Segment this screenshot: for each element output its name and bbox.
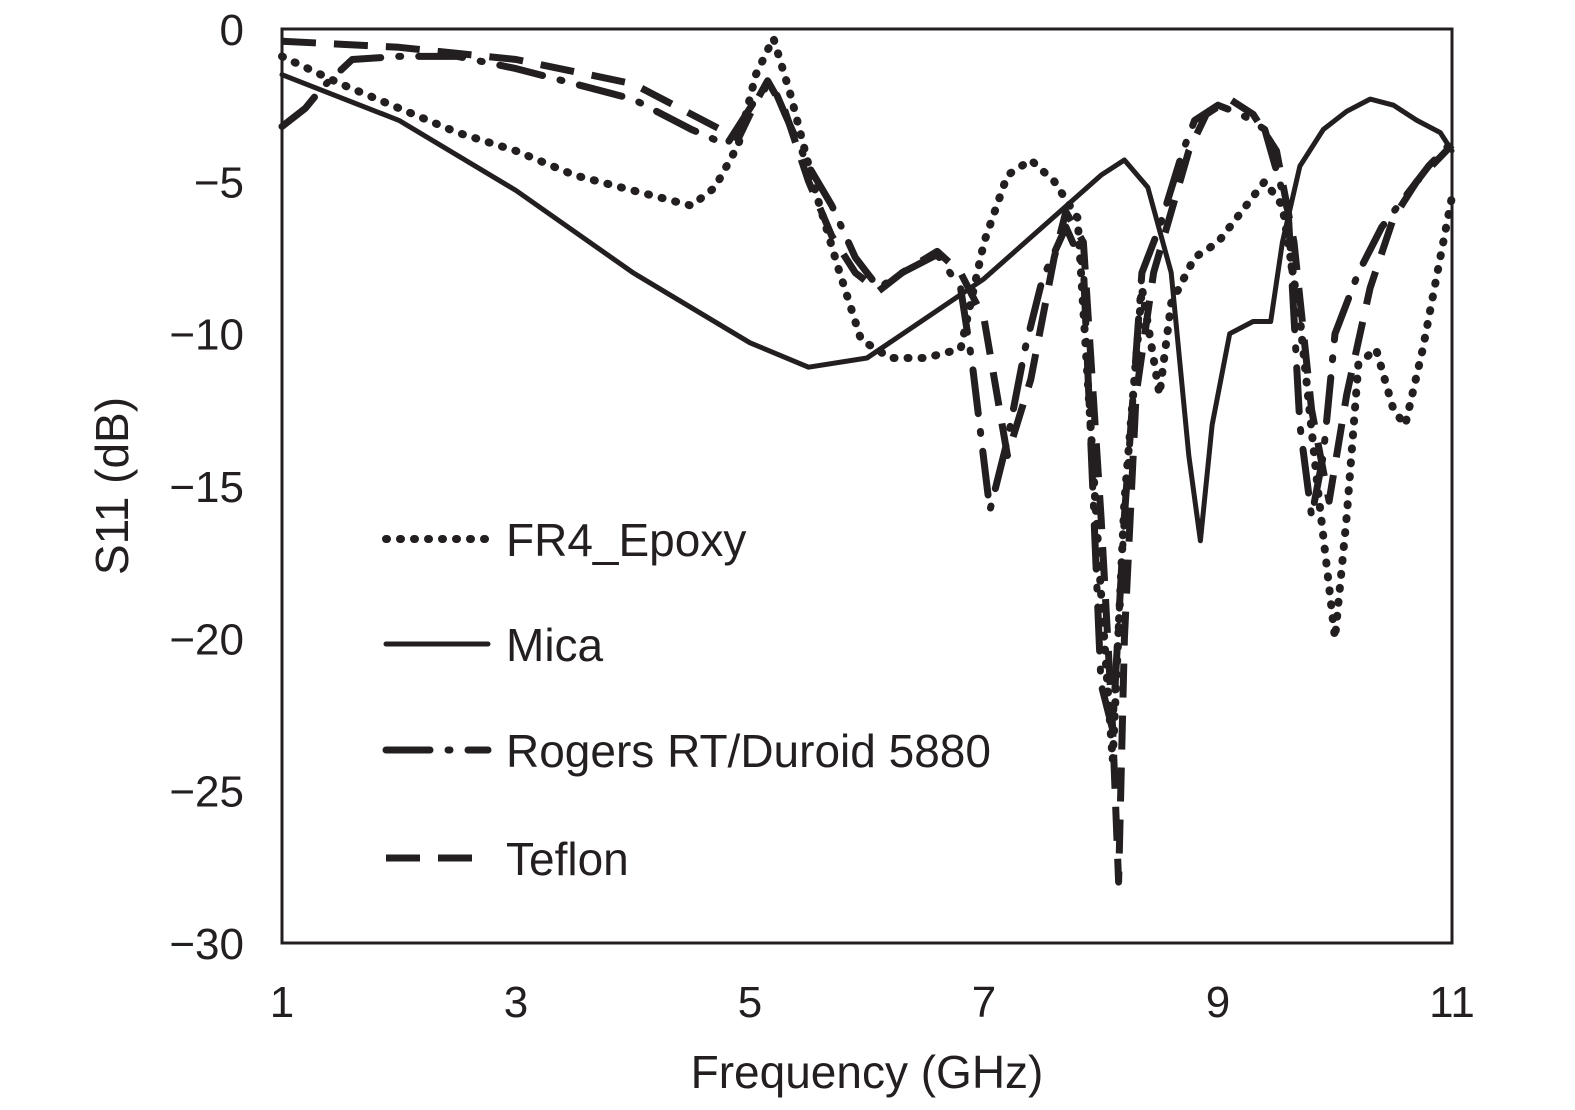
series-line-rogers-rt-duroid-5880: [278, 52, 1456, 734]
legend-label-rogers-rt-duroid-5880: Rogers RT/Duroid 5880: [506, 725, 991, 777]
legend-label-mica: Mica: [506, 619, 604, 671]
legend: FR4_Epoxy Mica Rogers RT/Duroid 5880 Teflon: [382, 514, 991, 885]
x-tick-label: 11: [1429, 978, 1475, 1027]
y-tick-label: −10: [169, 311, 244, 360]
series-layer: [278, 34, 1456, 886]
y-tick-label: −25: [169, 768, 244, 817]
series-line-fr4-epoxy: [278, 34, 1456, 765]
x-tick-labels: 1 3 5 7 9 11: [270, 978, 1475, 1027]
x-tick-label: 5: [738, 978, 762, 1027]
series-line-teflon: [281, 37, 1455, 886]
y-tick-label: 0: [220, 6, 244, 55]
x-tick-label: 9: [1206, 978, 1230, 1027]
x-tick-label: 1: [270, 978, 294, 1027]
y-tick-label: −5: [194, 158, 244, 207]
y-tick-label: −20: [169, 615, 244, 664]
y-tick-labels: 0 −5 −10 −15 −20 −25 −30: [169, 6, 244, 969]
legend-label-fr4-epoxy: FR4_Epoxy: [506, 514, 746, 566]
x-axis-title: Frequency (GHz): [691, 1046, 1044, 1098]
y-axis-title: S11 (dB): [86, 397, 138, 575]
legend-label-teflon: Teflon: [506, 833, 629, 885]
x-tick-label: 3: [504, 978, 528, 1027]
y-tick-label: −30: [169, 920, 244, 969]
x-tick-label: 7: [972, 978, 996, 1027]
plot-frame: [280, 27, 1454, 945]
y-tick-label: −15: [169, 463, 244, 512]
series-line-mica: [279, 72, 1455, 544]
